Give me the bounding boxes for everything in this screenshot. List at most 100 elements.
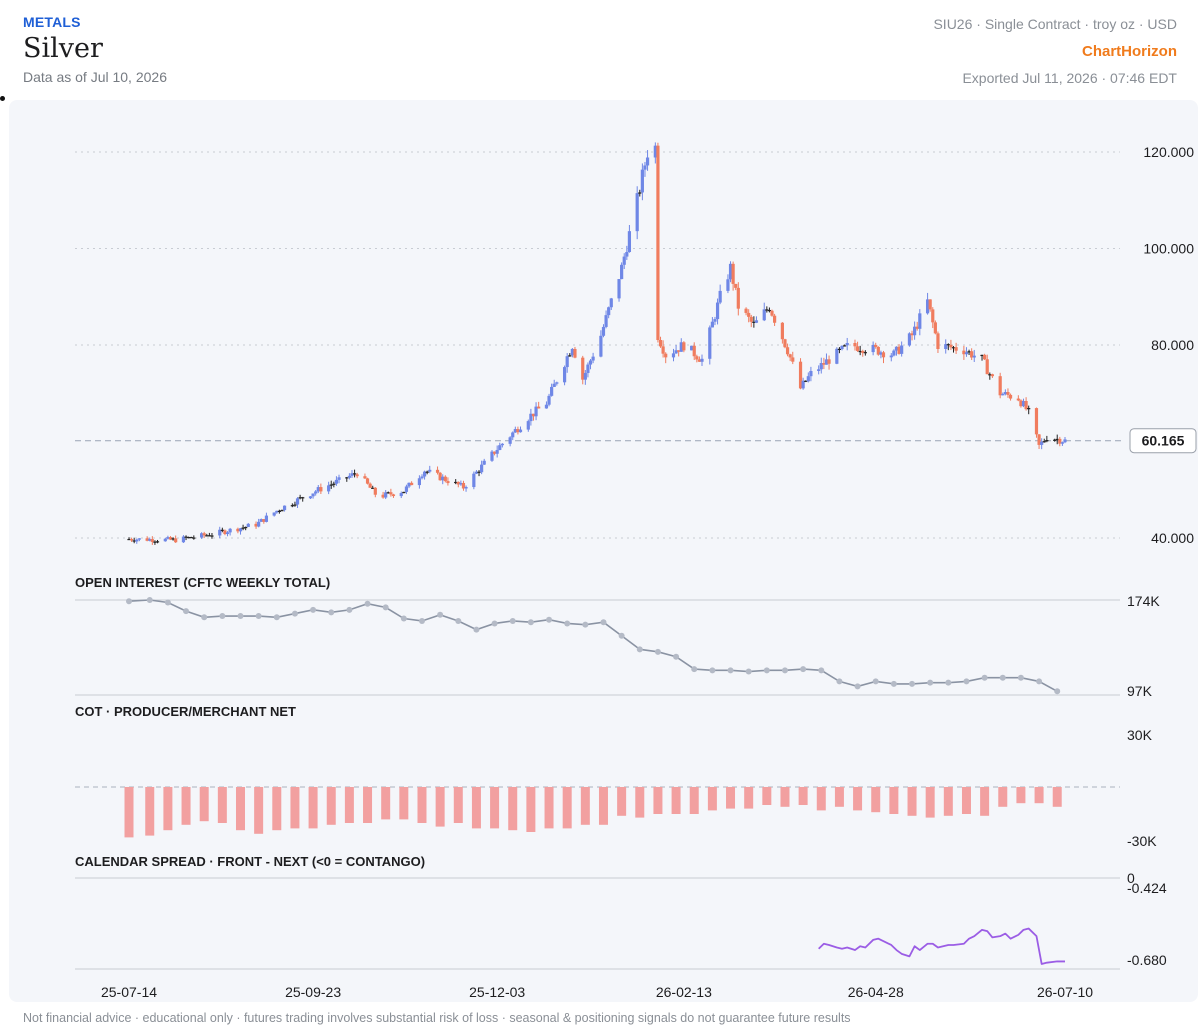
candle-body <box>404 486 409 492</box>
candle-body <box>715 302 720 320</box>
brand-logo[interactable]: ChartHorizon <box>1082 43 1177 60</box>
cot-bar <box>217 787 227 823</box>
candle-body <box>824 359 829 365</box>
candle-body <box>998 376 1002 396</box>
candle-body <box>381 494 385 498</box>
candle-body <box>588 360 593 365</box>
candle-body <box>671 353 676 358</box>
candle-body <box>368 483 372 488</box>
cot-panel-title: COT · PRODUCER/MERCHANT NET <box>75 704 296 719</box>
candle-body <box>316 487 320 492</box>
oi-point <box>564 620 571 627</box>
candle-body <box>347 475 351 478</box>
candle-body <box>837 348 842 350</box>
oi-point <box>328 609 335 616</box>
candle-body <box>640 169 644 193</box>
cot-bar <box>562 787 572 829</box>
chart-panel <box>9 100 1198 1002</box>
oi-point <box>473 626 480 633</box>
candle-body <box>1003 392 1007 395</box>
cot-bar <box>580 787 590 825</box>
cot-bar <box>598 787 608 825</box>
candle-body <box>529 413 533 422</box>
cot-bar <box>254 787 264 834</box>
candle-body <box>189 537 193 539</box>
candle-body <box>184 536 188 538</box>
candle-body <box>949 344 953 348</box>
cot-bar <box>124 787 134 838</box>
candle-body <box>137 538 141 540</box>
candle-body <box>604 315 608 327</box>
candle-body <box>765 309 769 311</box>
cot-bar <box>1034 787 1044 804</box>
cot-bar <box>326 787 336 825</box>
cot-bar <box>145 787 155 836</box>
candle-body <box>889 355 893 358</box>
candle-body <box>840 345 844 350</box>
candle-body <box>658 340 663 347</box>
candle-body <box>508 437 512 444</box>
candle-body <box>656 145 660 341</box>
candle-body <box>609 298 613 308</box>
candle-body <box>1040 441 1044 445</box>
candle-body <box>550 386 554 396</box>
candle-body <box>954 347 958 351</box>
candle-body <box>809 370 813 377</box>
candle-body <box>498 445 502 450</box>
candle-body <box>148 539 152 541</box>
candle-body <box>446 481 450 484</box>
oi-point <box>999 674 1006 681</box>
candle-body <box>246 523 250 527</box>
cot-bar <box>508 787 518 831</box>
candle-body <box>241 527 245 529</box>
oi-panel-title: OPEN INTEREST (CFTC WEEKLY TOTAL) <box>75 575 330 590</box>
x-axis-tick-label: 26-04-28 <box>848 984 904 1000</box>
candle-body <box>155 541 160 543</box>
oi-point <box>781 667 788 674</box>
x-axis-tick-label: 26-07-10 <box>1037 984 1093 1000</box>
cot-bar <box>290 787 300 829</box>
candle-body <box>798 361 803 389</box>
chart-canvas[interactable]: 120.000 100.000 80.000 40.000 60.165 OPEN INT… <box>0 0 1200 1010</box>
candle-body <box>129 539 134 541</box>
oi-point <box>237 613 244 620</box>
candle-body <box>785 347 790 355</box>
cot-bar <box>617 787 627 816</box>
cot-bar <box>417 787 427 823</box>
cot-bar <box>726 787 736 809</box>
candle-body <box>734 283 738 288</box>
candle-body <box>806 376 810 382</box>
candle-body <box>804 380 808 382</box>
oi-point <box>400 615 407 622</box>
candle-body <box>627 231 632 253</box>
oi-point <box>291 610 298 617</box>
candle-body <box>858 350 862 353</box>
candle-body <box>1034 408 1039 435</box>
oi-point <box>618 632 625 639</box>
oi-point <box>691 666 698 673</box>
candle-body <box>946 344 950 346</box>
candle-body <box>845 342 849 346</box>
cot-bar <box>744 787 754 809</box>
candle-body <box>980 354 984 357</box>
candle-body <box>264 515 269 522</box>
candle-body <box>472 473 476 488</box>
candle-body <box>168 537 173 540</box>
candle-body <box>879 352 883 355</box>
candle-body <box>726 279 730 291</box>
candle-body <box>983 354 987 360</box>
candle-body <box>617 279 621 299</box>
candle-body <box>601 326 606 336</box>
candle-body <box>933 322 937 334</box>
candle-body <box>770 310 774 316</box>
candlestick-series <box>127 142 1067 545</box>
candle-body <box>985 359 989 375</box>
candle-body <box>679 342 683 352</box>
candle-body <box>562 367 567 383</box>
candle-body <box>731 263 735 284</box>
candle-body <box>301 497 305 499</box>
cot-bar <box>308 787 318 829</box>
candle-body <box>620 264 624 280</box>
candle-body <box>461 482 466 489</box>
x-axis-tick-label: 25-07-14 <box>101 984 157 1000</box>
